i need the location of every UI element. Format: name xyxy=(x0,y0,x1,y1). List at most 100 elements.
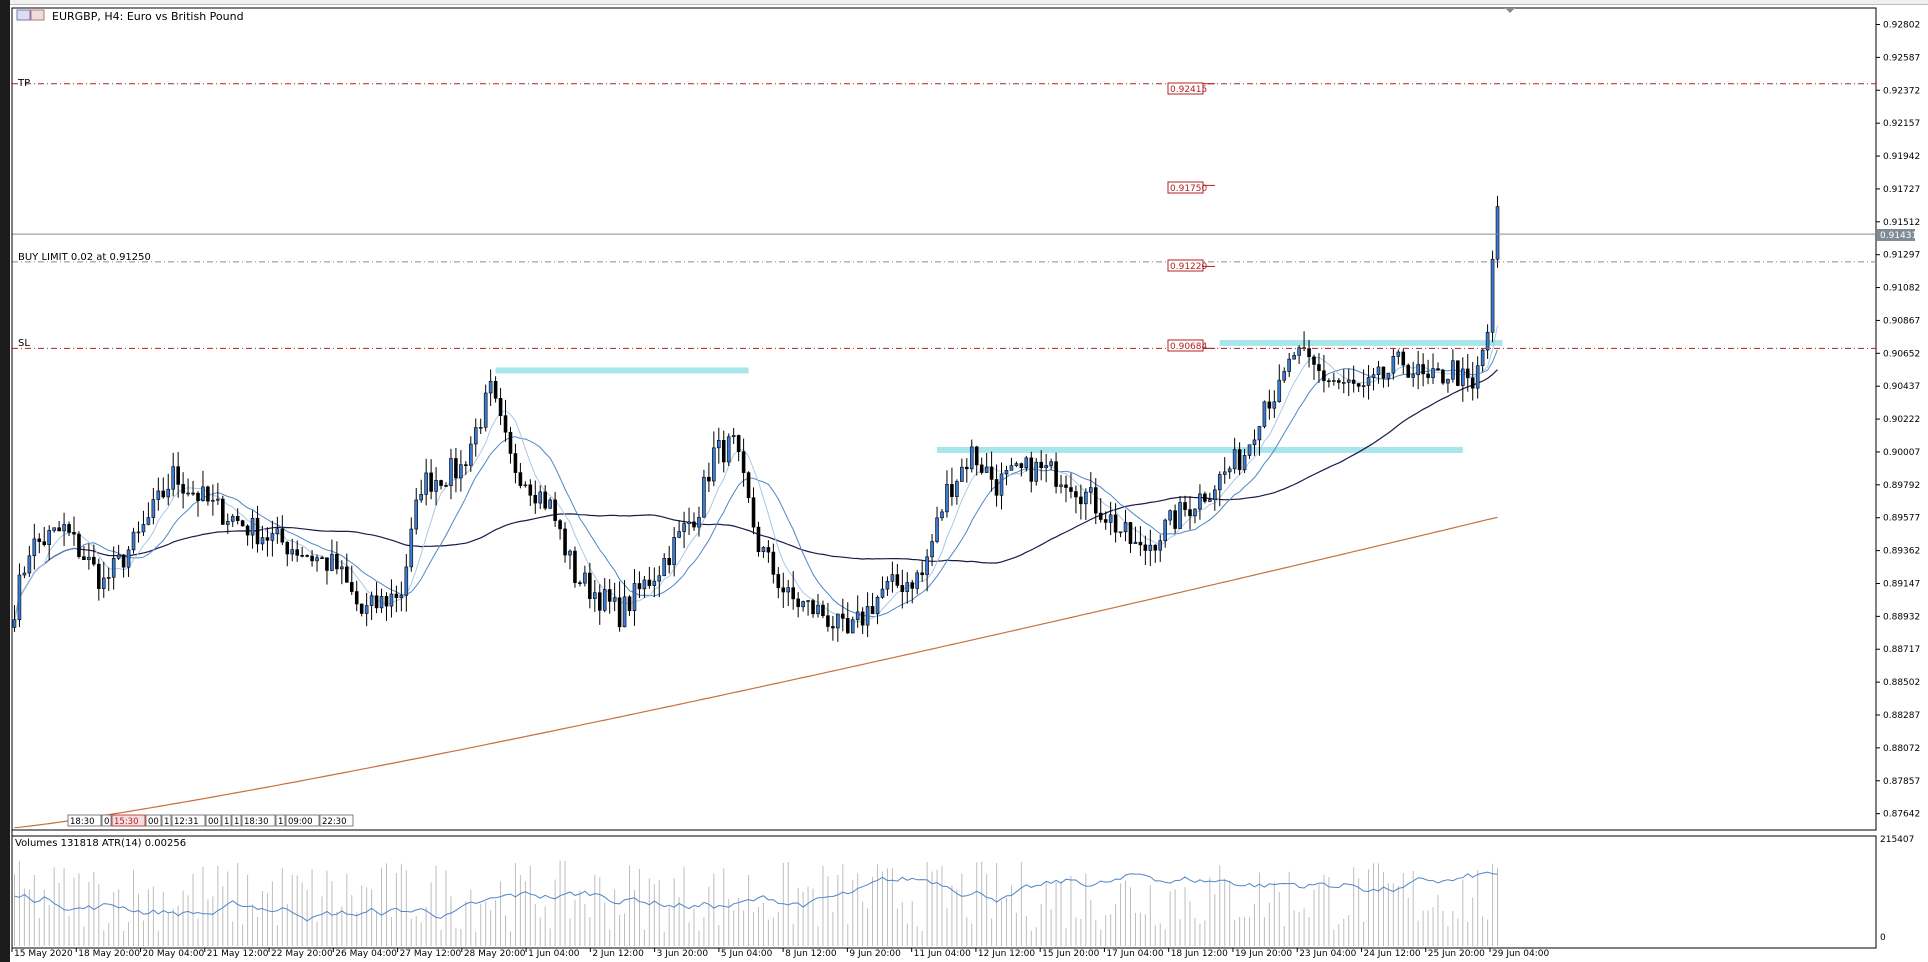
ma-slow-line xyxy=(14,516,1498,829)
candle-body xyxy=(1079,496,1083,505)
session-labels: 18:30 0 15:30 00 1 12:31 00 1 1 18:30 1 09:00 22:30 xyxy=(67,814,354,827)
candle-body xyxy=(1158,540,1163,551)
candle-body xyxy=(766,547,771,553)
candle-body xyxy=(1327,380,1331,383)
indicator-panel[interactable] xyxy=(11,835,1877,949)
candle-body xyxy=(1461,368,1465,386)
ma-mid-line xyxy=(13,369,1498,620)
order-levels xyxy=(12,83,1876,349)
candle-body xyxy=(230,516,235,522)
candle-body xyxy=(1287,358,1291,372)
chart-title: EURGBP, H4: Euro vs British Pound xyxy=(16,9,244,23)
candle-body xyxy=(464,464,468,466)
price-tick-label: 0.87642 xyxy=(1883,810,1920,820)
candle-body xyxy=(250,517,255,536)
candle-body xyxy=(999,473,1004,496)
mark1-price-tag[interactable] xyxy=(1167,181,1204,194)
candle-body xyxy=(1019,463,1024,469)
candle-body xyxy=(548,499,552,509)
price-tick-label: 0.88717 xyxy=(1883,645,1920,655)
candle-body xyxy=(1029,457,1034,482)
candle-body xyxy=(1222,471,1227,475)
candle-body xyxy=(1208,499,1212,502)
price-tick-label: 0.91512 xyxy=(1883,218,1920,228)
price-tick-label: 0.92157 xyxy=(1883,119,1920,129)
candle-body xyxy=(349,582,354,592)
candle-body xyxy=(1411,374,1415,378)
candle-body xyxy=(1396,351,1401,357)
candle-body xyxy=(295,549,299,556)
candle-body xyxy=(1153,544,1158,551)
candle-body xyxy=(1193,508,1197,517)
sl-price-tag[interactable] xyxy=(1167,339,1204,352)
candle-body xyxy=(87,556,91,561)
candle-body xyxy=(796,598,800,608)
session-text: 18:30 xyxy=(244,817,269,827)
trade-icon xyxy=(30,9,45,21)
candle-body xyxy=(414,499,419,530)
candle-body xyxy=(860,611,865,626)
candle-body xyxy=(260,537,265,545)
candle-body xyxy=(106,577,111,579)
candle-body xyxy=(1103,519,1108,523)
session-box xyxy=(241,814,276,827)
candle-body xyxy=(399,595,404,598)
candle-body xyxy=(245,525,250,536)
candle-body xyxy=(131,531,136,551)
sl-label: SL xyxy=(18,338,30,349)
ma-fastest-line xyxy=(14,325,1498,623)
candle-body xyxy=(875,596,880,615)
candle-body xyxy=(1044,465,1048,469)
candle-body xyxy=(1084,491,1088,505)
candle-body xyxy=(632,583,637,612)
session-text: 1 xyxy=(224,817,229,827)
session-box xyxy=(111,814,146,827)
candle-body xyxy=(310,555,314,562)
chart-shift-marker[interactable] xyxy=(1505,8,1515,13)
candle-body xyxy=(845,618,850,634)
session-text: 22:30 xyxy=(322,817,347,827)
candle-body xyxy=(1252,439,1257,446)
candle-body xyxy=(682,523,686,532)
tp-price-tag[interactable] xyxy=(1167,82,1204,95)
candle-body xyxy=(508,431,513,454)
left-dark-strip xyxy=(0,0,10,962)
candle-body xyxy=(1173,510,1177,529)
candle-body xyxy=(994,479,999,496)
candle-body xyxy=(181,484,185,494)
candle-body xyxy=(1108,514,1113,523)
candle-body xyxy=(1198,493,1202,510)
candle-body xyxy=(935,517,939,542)
candle-body xyxy=(1242,455,1247,471)
time-tick-label: 18 Jun 12:00 xyxy=(1171,949,1228,959)
candle-body xyxy=(176,466,180,485)
candle-body xyxy=(1341,382,1346,384)
main-plot-area[interactable] xyxy=(11,7,1877,831)
zone-rect xyxy=(937,446,1463,453)
time-tick-label: 15 Jun 20:00 xyxy=(1042,949,1099,959)
candle-body xyxy=(1168,510,1172,521)
session-box xyxy=(101,814,112,827)
candle-body xyxy=(741,451,746,473)
candle-body xyxy=(1322,370,1326,382)
mark2-price-tag[interactable] xyxy=(1167,259,1204,272)
candle-body xyxy=(801,601,805,608)
candle-body xyxy=(354,591,359,605)
candle-body xyxy=(1441,369,1445,384)
indicator-plot-area xyxy=(11,835,1877,949)
candle-body xyxy=(1386,372,1391,379)
candle-body xyxy=(325,557,329,571)
candle-body xyxy=(826,615,830,627)
candle-body xyxy=(221,498,225,525)
time-tick-label: 5 Jun 04:00 xyxy=(721,949,773,959)
candle-body xyxy=(12,619,17,628)
session-box xyxy=(319,814,354,827)
candle-body xyxy=(900,585,905,592)
price-tick-label: 0.90007 xyxy=(1883,448,1920,458)
candle-body xyxy=(821,604,825,617)
candle-body xyxy=(806,600,810,602)
candle-body xyxy=(429,472,433,492)
candle-body xyxy=(1247,444,1252,456)
price-tick-label: 0.90222 xyxy=(1883,415,1920,425)
main-price-panel[interactable] xyxy=(11,7,1877,831)
